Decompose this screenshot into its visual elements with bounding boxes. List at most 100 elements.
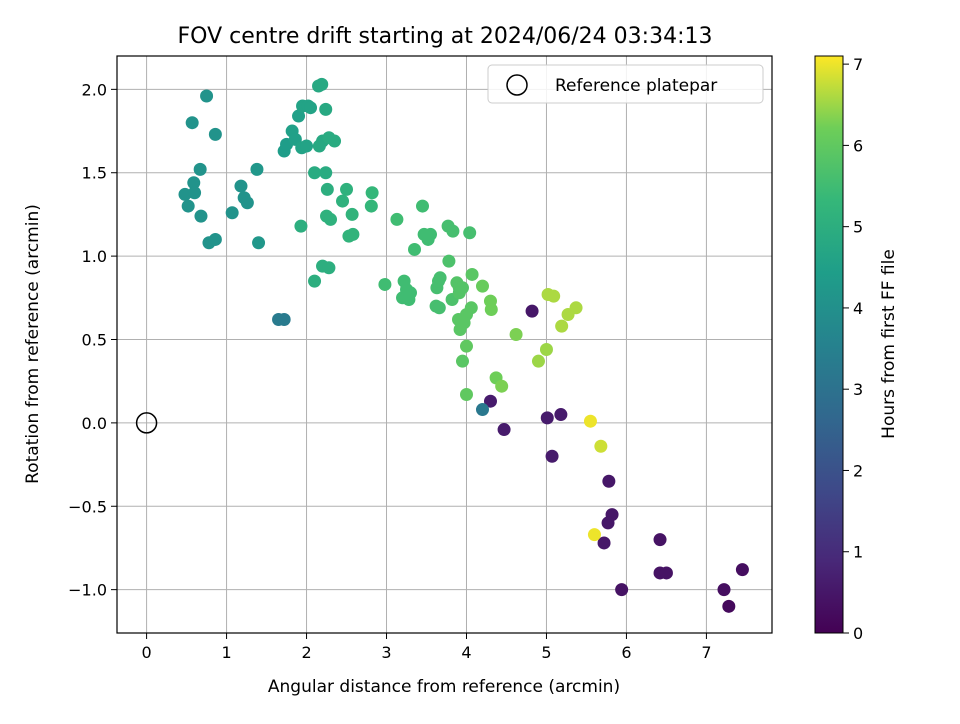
data-point xyxy=(442,254,456,268)
data-point xyxy=(583,414,597,428)
legend-marker xyxy=(506,74,528,96)
data-point xyxy=(312,139,326,153)
data-point xyxy=(615,583,629,597)
data-point xyxy=(252,236,266,250)
data-point xyxy=(402,292,416,306)
x-tick-label: 4 xyxy=(461,643,471,662)
data-point xyxy=(200,89,214,103)
x-tick-label: 2 xyxy=(301,643,311,662)
data-point xyxy=(569,301,583,315)
data-point xyxy=(324,212,338,226)
data-point xyxy=(292,109,306,123)
data-point xyxy=(365,186,379,200)
data-point xyxy=(457,316,471,330)
colorbar-tick-label: 1 xyxy=(853,543,863,562)
data-point xyxy=(390,212,404,226)
data-point xyxy=(308,274,322,288)
x-tick-label: 5 xyxy=(541,643,551,662)
data-point xyxy=(319,166,333,180)
data-point xyxy=(416,199,430,213)
plot-frame xyxy=(116,55,773,634)
data-point xyxy=(484,302,498,316)
data-point xyxy=(540,411,554,425)
data-point xyxy=(300,139,314,153)
x-axis-label: Angular distance from reference (arcmin) xyxy=(268,677,620,697)
data-point xyxy=(495,379,509,393)
data-point xyxy=(659,566,673,580)
data-point xyxy=(185,116,199,130)
data-point xyxy=(187,176,201,190)
data-point xyxy=(587,528,601,542)
data-point xyxy=(722,599,736,613)
colorbar: 0 1 2 3 4 5 6 7 Hours from first FF file xyxy=(814,55,899,643)
data-point xyxy=(193,162,207,176)
data-point xyxy=(319,102,333,116)
data-point xyxy=(459,339,473,353)
data-point xyxy=(240,196,254,210)
data-point xyxy=(181,199,195,213)
legend: Reference platepar xyxy=(487,64,764,104)
reference-marker xyxy=(135,412,158,434)
data-point xyxy=(597,536,611,550)
data-point xyxy=(545,449,559,463)
y-tick-label: 1.0 xyxy=(82,247,107,266)
data-point xyxy=(653,533,667,547)
data-point xyxy=(446,224,460,238)
data-point xyxy=(250,162,264,176)
y-tick-label: 1.5 xyxy=(82,164,107,183)
data-point xyxy=(194,209,208,223)
x-tick-label: 6 xyxy=(621,643,631,662)
colorbar-ticks: 0 1 2 3 4 5 6 7 xyxy=(843,55,863,643)
chart-title: FOV centre drift starting at 2024/06/24 … xyxy=(178,24,713,49)
data-point xyxy=(594,439,608,453)
data-point xyxy=(433,271,447,285)
legend-box xyxy=(487,64,764,104)
y-tick-label: −1.0 xyxy=(68,581,107,600)
colorbar-tick-label: 4 xyxy=(853,299,863,318)
data-point xyxy=(328,134,342,148)
data-point xyxy=(452,286,466,300)
data-point xyxy=(364,199,378,213)
data-point xyxy=(555,319,569,333)
grid-lines xyxy=(117,56,772,633)
legend-label: Reference platepar xyxy=(555,76,717,96)
data-point xyxy=(735,563,749,577)
data-point xyxy=(178,187,192,201)
data-point xyxy=(225,206,239,220)
data-point xyxy=(208,232,222,246)
y-tick-label: −0.5 xyxy=(68,497,107,516)
data-point xyxy=(539,343,553,357)
data-point xyxy=(465,267,479,281)
data-point xyxy=(408,242,422,256)
data-point xyxy=(304,101,318,115)
data-point xyxy=(315,77,329,91)
data-point xyxy=(188,186,202,200)
data-point xyxy=(432,301,446,315)
data-point xyxy=(459,388,473,402)
data-point xyxy=(378,277,392,291)
data-point xyxy=(463,226,477,240)
data-point xyxy=(308,166,322,180)
data-points xyxy=(178,77,749,613)
data-point xyxy=(483,394,497,408)
x-tick-label: 7 xyxy=(701,643,711,662)
data-point xyxy=(336,194,350,208)
data-point xyxy=(346,227,360,241)
colorbar-tick-label: 6 xyxy=(853,136,863,155)
y-axis: −1.0 −0.5 0.0 0.5 1.0 1.5 2.0 xyxy=(68,80,117,600)
colorbar-gradient xyxy=(814,55,844,634)
data-point xyxy=(602,474,616,488)
data-point xyxy=(294,219,308,233)
data-point xyxy=(421,232,435,246)
data-point xyxy=(345,207,359,221)
data-point xyxy=(547,289,561,303)
y-tick-label: 2.0 xyxy=(82,80,107,99)
colorbar-label: Hours from first FF file xyxy=(879,249,899,439)
data-point xyxy=(717,583,731,597)
data-point xyxy=(509,327,523,341)
x-axis: 0 1 2 3 4 5 6 7 xyxy=(141,633,712,662)
data-point xyxy=(475,403,489,417)
y-tick-label: 0.5 xyxy=(82,330,107,349)
data-point xyxy=(475,279,489,293)
